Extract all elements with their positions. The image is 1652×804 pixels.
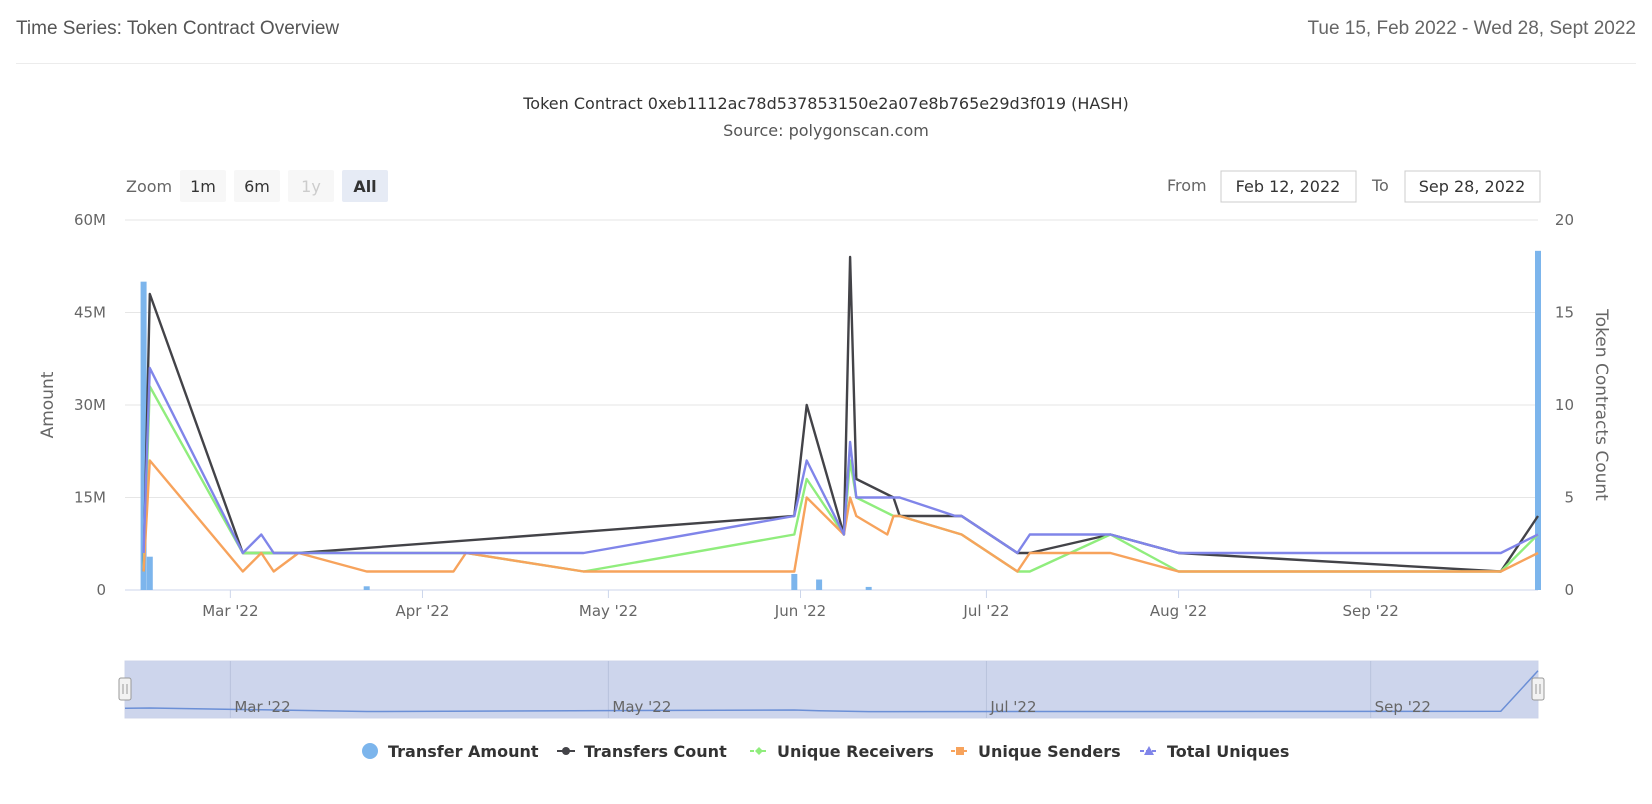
legend-item-transfer-amount[interactable]: Transfer Amount [362, 742, 539, 761]
x-tick-label: Jul '22 [962, 602, 1009, 620]
zoom-button-label: 6m [244, 177, 270, 196]
legend-marker [1144, 746, 1154, 755]
series-line-unique-receivers [142, 385, 1539, 573]
x-tick-label: Apr '22 [396, 602, 450, 620]
zoom-button-label: 1y [301, 177, 321, 196]
legend: Transfer Amount Transfers Count Unique Rec… [362, 742, 1289, 761]
to-label: To [1371, 176, 1389, 195]
navigator-series [124, 670, 1539, 713]
transfer-amount-bar [816, 579, 823, 590]
legend-marker [956, 747, 964, 755]
from-date-box [1220, 170, 1357, 203]
series-line-unique-senders [142, 459, 1539, 573]
to-date-input[interactable]: Sep 28, 2022 [1404, 170, 1541, 203]
zoom-button-bg [342, 170, 388, 202]
page-title: Time Series: Token Contract Overview [16, 18, 340, 39]
transfer-amount-bar [865, 586, 872, 590]
legend-item-total-uniques[interactable]: Total Uniques [1140, 742, 1289, 761]
gridlines [125, 219, 1538, 498]
legend-marker [755, 747, 763, 755]
zoom-button-label: All [353, 177, 376, 196]
navigator-label: Jul '22 [989, 698, 1036, 716]
legend-item-unique-senders[interactable]: Unique Senders [951, 742, 1121, 761]
to-date-value: Sep 28, 2022 [1419, 177, 1526, 196]
navigator-label: Mar '22 [234, 698, 290, 716]
x-axis: Mar '22 Apr '22 May '22 Jun '22 Jul '22 Aug '… [202, 590, 1399, 620]
legend-label: Transfer Amount [388, 742, 539, 761]
navigator-labels: Mar '22 May '22 Jul '22 Sep '22 [234, 698, 1431, 716]
zoom-button-1y[interactable]: 1y [288, 170, 334, 202]
y-tick-label: 0 [96, 581, 106, 599]
navigator-handle-right[interactable] [1531, 677, 1545, 701]
series-lines [142, 255, 1539, 573]
from-date-input[interactable]: Feb 12, 2022 [1220, 170, 1357, 203]
y-tick-label: 60M [74, 211, 106, 229]
zoom-button-bg [234, 170, 280, 202]
zoom-button-bg [288, 170, 334, 202]
y-axis-right: 0 5 10 15 20 [1555, 211, 1574, 599]
transfer-amount-bar [146, 556, 153, 590]
legend-item-transfers-count[interactable]: Transfers Count [557, 742, 727, 761]
x-tick-label: May '22 [579, 602, 638, 620]
zoom-label: Zoom [126, 177, 172, 196]
y2-tick-label: 5 [1564, 489, 1574, 507]
legend-label: Unique Receivers [777, 742, 934, 761]
date-range-label: Tue 15, Feb 2022 - Wed 28, Sept 2022 [1307, 18, 1636, 39]
transfer-amount-bar [791, 573, 798, 590]
x-tick-label: Aug '22 [1150, 602, 1207, 620]
y-tick-label: 45M [74, 304, 106, 322]
navigator-label: May '22 [612, 698, 671, 716]
zoom-button-label: 1m [190, 177, 216, 196]
navigator-mask[interactable] [125, 661, 1538, 718]
transfer-amount-bar [1535, 250, 1541, 591]
navigator-gridlines [229, 661, 1372, 718]
transfer-amount-columns [140, 250, 1541, 591]
y-axis-title: Amount [38, 371, 58, 438]
x-tick-label: Mar '22 [202, 602, 258, 620]
y2-tick-label: 0 [1564, 581, 1574, 599]
chart-title: Token Contract 0xeb1112ac78d537853150e2a… [522, 94, 1128, 113]
legend-marker [362, 743, 378, 759]
legend-marker [562, 747, 570, 755]
navigator[interactable]: Mar '22 May '22 Jul '22 Sep '22 [118, 660, 1545, 719]
from-date-value: Feb 12, 2022 [1236, 177, 1341, 196]
range-selector: Zoom 1m 6m 1y All From Feb 12, 2022 To Sep … [126, 170, 1541, 203]
y-axis-left: 0 15M 30M 45M 60M [74, 211, 106, 599]
from-label: From [1167, 176, 1207, 195]
zoom-button-bg [180, 170, 226, 202]
zoom-button-6m[interactable]: 6m [234, 170, 280, 202]
legend-label: Unique Senders [978, 742, 1121, 761]
plot-area: 0 15M 30M 45M 60M 0 5 10 15 20 Mar '22 Apr '22 May… [38, 211, 1611, 620]
y-tick-label: 15M [74, 489, 106, 507]
navigator-handle-left[interactable] [118, 677, 132, 701]
legend-label: Total Uniques [1167, 742, 1289, 761]
series-line-total-uniques [142, 366, 1539, 555]
y2-tick-label: 20 [1555, 211, 1574, 229]
legend-item-unique-receivers[interactable]: Unique Receivers [750, 742, 934, 761]
legend-label: Transfers Count [584, 742, 727, 761]
x-tick-label: Sep '22 [1343, 602, 1399, 620]
header-divider [16, 63, 1636, 64]
zoom-button-all[interactable]: All [342, 170, 388, 202]
chart-subtitle: Source: polygonscan.com [723, 121, 929, 140]
to-date-box [1404, 170, 1541, 203]
y2-axis-title: Token Contracts Count [1591, 308, 1611, 501]
x-tick-label: Jun '22 [774, 602, 826, 620]
navigator-label: Sep '22 [1375, 698, 1431, 716]
y2-tick-label: 15 [1555, 304, 1574, 322]
series-line-transfers-count [142, 255, 1539, 573]
y-tick-label: 30M [74, 396, 106, 414]
transfer-amount-bar [363, 586, 370, 590]
page-header: Time Series: Token Contract Overview Tue… [0, 0, 1652, 64]
transfer-amount-bar [140, 281, 147, 590]
zoom-button-1m[interactable]: 1m [180, 170, 226, 202]
y2-tick-label: 10 [1555, 396, 1574, 414]
zoom-buttons: 1m 6m 1y All [180, 170, 388, 202]
